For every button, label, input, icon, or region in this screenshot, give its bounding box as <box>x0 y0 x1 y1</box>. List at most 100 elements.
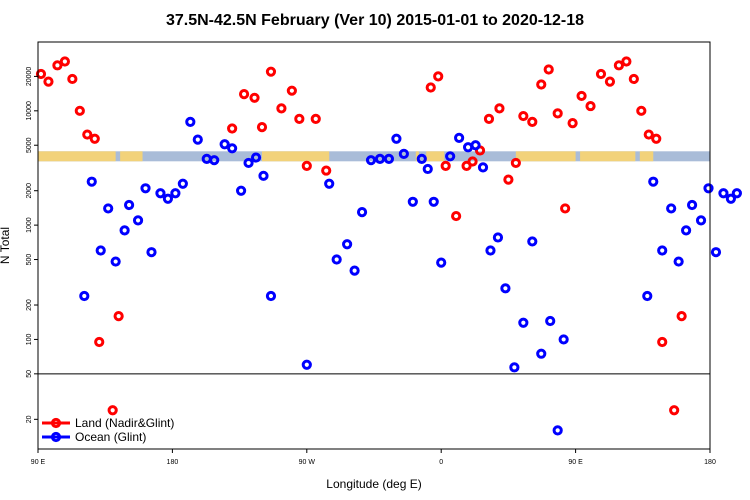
data-point <box>681 225 692 236</box>
data-point <box>301 160 312 171</box>
legend: Land (Nadir&Glint)Ocean (Glint) <box>42 416 174 444</box>
data-point <box>536 348 547 359</box>
x-tick-label: 180 <box>167 459 179 466</box>
y-axis-label: N Total <box>0 227 12 264</box>
data-point <box>686 199 698 211</box>
data-point <box>146 247 157 258</box>
data-point <box>35 68 47 80</box>
data-point <box>113 310 124 322</box>
data-point <box>485 245 496 256</box>
data-point <box>132 215 144 226</box>
data-point <box>170 188 181 199</box>
data-point <box>695 215 707 226</box>
data-point <box>331 254 342 265</box>
land-band-segment <box>580 151 636 162</box>
land-series <box>35 56 687 416</box>
data-point <box>500 283 511 294</box>
data-point <box>249 92 260 103</box>
data-point <box>657 336 668 348</box>
data-point <box>67 73 78 85</box>
data-point <box>642 290 653 302</box>
data-point <box>227 143 238 154</box>
x-tick-label: 0 <box>439 459 443 466</box>
data-point <box>558 334 569 345</box>
data-point <box>648 176 659 187</box>
data-point <box>52 60 63 71</box>
land-band-segment <box>639 151 654 162</box>
data-point <box>545 315 556 327</box>
data-point <box>576 90 587 102</box>
data-point <box>567 118 578 129</box>
data-points <box>35 56 742 436</box>
data-point <box>483 113 495 124</box>
data-point <box>265 66 277 77</box>
x-tick-label: 180 <box>704 459 716 466</box>
data-point <box>436 257 447 268</box>
data-point <box>669 405 680 416</box>
data-point <box>621 56 632 67</box>
y-tick-label: 100 <box>26 333 33 345</box>
data-point <box>301 359 312 370</box>
data-point <box>433 71 444 82</box>
data-point <box>192 134 203 145</box>
y-tick-label: 200 <box>26 299 33 311</box>
data-point <box>527 116 538 127</box>
data-point <box>265 290 277 302</box>
data-point <box>177 178 188 189</box>
data-point <box>94 336 105 348</box>
data-point <box>604 76 616 87</box>
data-point <box>86 176 97 187</box>
legend-item: Ocean (Glint) <box>42 430 146 444</box>
data-point <box>425 82 436 93</box>
x-tick-label: 90 W <box>299 459 316 466</box>
data-point <box>256 122 268 133</box>
data-point <box>258 170 269 181</box>
data-point <box>95 245 106 256</box>
y-axis: 20 50 100 200 500 1000 2000 5000 10000 20000 <box>26 67 38 423</box>
y-tick-label: 1000 <box>26 217 33 233</box>
data-point <box>43 76 54 87</box>
data-point <box>666 203 677 214</box>
ocean-series <box>79 116 742 436</box>
data-point <box>552 108 563 119</box>
data-point <box>657 245 668 256</box>
data-point <box>185 116 196 127</box>
data-point <box>342 239 353 250</box>
y-tick-label: 2000 <box>26 183 33 199</box>
data-point <box>643 129 654 140</box>
data-point <box>209 155 220 166</box>
data-point <box>676 310 687 322</box>
data-point <box>398 148 409 159</box>
y-tick-label: 10000 <box>26 101 33 121</box>
data-point <box>374 153 386 164</box>
data-point <box>349 265 360 276</box>
data-point <box>494 103 505 114</box>
data-point <box>89 133 100 144</box>
data-point <box>703 183 714 194</box>
data-point <box>552 425 563 436</box>
data-point <box>162 193 174 204</box>
data-point <box>123 199 135 211</box>
data-point <box>155 188 166 199</box>
data-point <box>467 156 478 167</box>
data-point <box>82 129 93 140</box>
data-point <box>416 153 427 164</box>
data-point <box>110 256 121 267</box>
data-point <box>731 188 742 199</box>
legend-item: Land (Nadir&Glint) <box>42 416 174 430</box>
data-point <box>628 73 639 85</box>
data-point <box>227 123 238 134</box>
data-point <box>119 225 130 236</box>
data-point <box>673 256 684 267</box>
data-point <box>310 113 321 124</box>
data-point <box>651 133 662 144</box>
data-point <box>250 152 262 163</box>
x-axis-label: Longitude (deg E) <box>326 477 421 491</box>
data-point <box>613 60 625 71</box>
data-point <box>718 188 729 199</box>
y-tick-label: 20 <box>26 415 33 423</box>
data-point <box>585 100 596 112</box>
data-point <box>510 157 521 169</box>
data-point <box>440 160 451 171</box>
